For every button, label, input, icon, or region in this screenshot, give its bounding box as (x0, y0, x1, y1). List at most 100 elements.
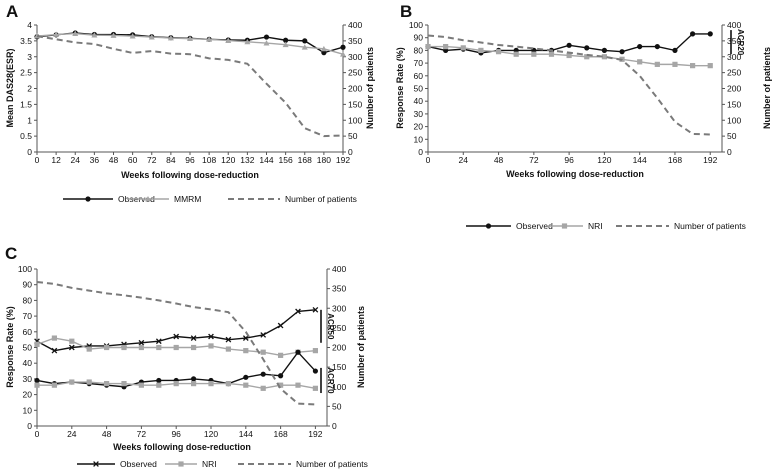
chart-a-x-title: Weeks following dose-reduction (121, 170, 259, 180)
chart-a-xtick-label: 0 (35, 155, 40, 165)
chart-c-series-nri-acr70-point (156, 382, 162, 388)
chart-a-legend-marker (85, 196, 91, 202)
chart-c-legend-marker (93, 461, 99, 467)
chart-c-series-observed-acr50-point (312, 306, 319, 313)
chart-c-legend: Observed NRI Number of patients (77, 459, 368, 469)
chart-b-series-nri-point (548, 51, 555, 57)
chart-a-y2tick-label: 0 (348, 147, 353, 157)
chart-a-xtick-label: 24 (71, 155, 81, 165)
chart-a-xtick-label: 36 (90, 155, 100, 165)
chart-c-series-nri-acr50-point (312, 348, 318, 354)
chart-b-ytick-label: 40 (414, 96, 424, 106)
chart-c-xtick-label: 120 (204, 429, 218, 439)
chart-c-series-nri-acr50-point (86, 346, 92, 352)
chart-a-xtick-label: 144 (259, 155, 273, 165)
chart-c-series-observed-acr70-point (278, 373, 284, 379)
chart-c-y-title: Response Rate (%) (5, 306, 15, 388)
chart-b-y2tick-label: 400 (727, 20, 741, 30)
chart-c-series-observed-acr50-point-stroke (138, 339, 145, 346)
chart-b-y2tick-label: 300 (727, 52, 741, 62)
chart-a-legend-label: MMRM (174, 194, 201, 204)
chart-c-legend-label: NRI (202, 459, 217, 469)
chart-b-y2tick-label: 250 (727, 68, 741, 78)
chart-b-xtick-label: 120 (597, 155, 611, 165)
chart-c-xtick-label: 24 (67, 429, 77, 439)
chart-c-series-observed-acr50-point-stroke (173, 333, 180, 340)
chart-a-series-mmrm-point (225, 37, 232, 43)
chart-a-y2tick-label: 250 (348, 68, 362, 78)
chart-b-legend-marker (561, 223, 568, 229)
chart-a-xtick-label: 108 (202, 155, 216, 165)
panel-letter-a: A (6, 2, 18, 21)
chart-c-series-observed-acr70-point (295, 349, 301, 355)
chart-c-ytick-label: 40 (23, 358, 33, 368)
chart-b-ytick-label: 100 (409, 20, 423, 30)
chart-c-series-number-of-patients-line (36, 280, 316, 406)
chart-c-ytick-label: 10 (23, 405, 33, 415)
chart-c-series-observed-acr50-point (173, 333, 180, 340)
chart-a-series-observed-point (340, 44, 346, 50)
chart-a-series-mmrm-point (110, 32, 117, 38)
chart-a-series-observed-point (302, 38, 308, 44)
chart-a-series-mmrm-point (91, 32, 98, 38)
chart-a-series-mmrm-point (244, 38, 251, 45)
chart-a-y2-title: Number of patients (365, 47, 375, 129)
chart-a-series-observed-point (321, 50, 327, 56)
chart-c-series-nri-acr70-point (173, 381, 179, 387)
chart-c-y2tick-label: 300 (332, 303, 346, 313)
chart-b-series-nri-point (637, 59, 643, 65)
chart-a-xtick-label: 180 (317, 155, 331, 165)
chart-c-series-nri-acr50-point (69, 338, 75, 344)
chart-c-series-observed-acr70-point (191, 376, 197, 382)
chart-b-series-number-of-patients-line (427, 34, 711, 136)
chart-c-xtick-label: 48 (102, 429, 112, 439)
chart-c-series-observed-acr50-point-stroke (225, 336, 232, 343)
chart-c-legend-marker-stroke (93, 461, 99, 467)
chart-c-series-nri-acr70-point (225, 381, 231, 387)
chart-a-ytick-label: 0 (27, 147, 32, 157)
chart-b-ytick-label: 80 (414, 45, 424, 55)
chart-c-series-observed-acr70-point (34, 377, 40, 384)
chart-a-series-mmrm-point (167, 35, 174, 41)
chart-c-series-observed-acr70-point (156, 377, 162, 384)
chart-a-y2tick-label: 400 (348, 20, 362, 30)
chart-c-bracket-label-acr50: ACR50 (326, 313, 335, 340)
chart-b-xtick-label: 96 (564, 155, 574, 165)
chart-c-series-observed-acr50-point (51, 347, 58, 354)
chart-b-y-title: Response Rate (%) (395, 47, 405, 129)
chart-c-series-observed-acr50-point-stroke (190, 335, 197, 341)
chart-c-series-observed-acr50-point-stroke (51, 347, 58, 354)
chart-b-series-observed-point (707, 31, 713, 37)
chart-c-ytick-label: 90 (23, 280, 33, 290)
chart-a-ytick-label: 1.5 (20, 99, 32, 109)
chart-b-xtick-label: 168 (668, 155, 682, 165)
chart-c-series-nri-acr70-point (295, 382, 301, 388)
chart-b-series-nri-point (601, 54, 607, 60)
chart-c-series-nri-acr70-point (138, 382, 144, 388)
chart-a-series-mmrm-point (187, 35, 193, 42)
chart-c-series-nri-acr50-point (260, 349, 266, 355)
chart-c-series-observed-acr50-point (138, 339, 145, 346)
chart-c-series-observed-acr50-point-stroke (155, 338, 162, 345)
chart-b-series-observed-point (654, 43, 660, 50)
chart-c-series-nri-acr70-point (191, 381, 197, 387)
chart-a-series-mmrm-point (340, 51, 346, 57)
chart-c-series-observed-acr50-point-stroke (277, 322, 284, 329)
chart-a-y2tick-label: 300 (348, 52, 362, 62)
panel-letter-b: B (400, 2, 412, 21)
chart-a-xtick-label: 84 (166, 155, 176, 165)
chart-b: 0 10 20 30 40 50 60 70 80 90 100 0 50 100 150 200 250 300… (395, 20, 772, 231)
chart-b-ytick-label: 50 (414, 84, 424, 94)
chart-b-series-observed-point (690, 31, 696, 37)
chart-c-series-observed-acr70-point (243, 374, 249, 380)
chart-a-xtick-label: 168 (298, 155, 312, 165)
chart-a-series-mmrm-point (282, 41, 289, 48)
chart-c-series-nri-acr50-point (34, 341, 40, 347)
chart-a-series-number-of-patients-line (36, 35, 344, 138)
chart-c-series-observed-acr50-point-stroke (208, 333, 214, 340)
chart-c-series-observed-acr50-point-stroke (68, 344, 75, 351)
chart-a-xtick-label: 192 (336, 155, 350, 165)
chart-a-series-mmrm-point (301, 44, 308, 50)
chart-a-xtick-label: 60 (128, 155, 138, 165)
chart-a-series-mmrm-point (148, 34, 155, 40)
